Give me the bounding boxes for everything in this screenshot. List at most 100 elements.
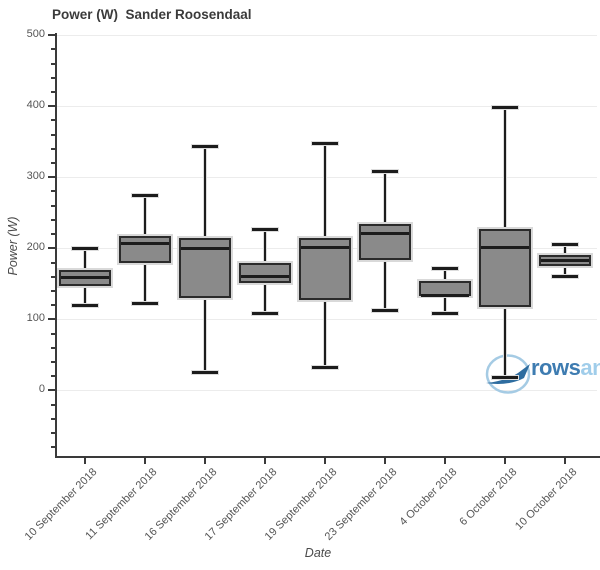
box-median-line (181, 246, 229, 250)
y-tick (48, 389, 55, 392)
box-whisker-stem (503, 306, 507, 378)
box-whisker-stem (383, 259, 387, 311)
box-whisker-cap (72, 303, 98, 307)
y-minor-tick (51, 403, 56, 406)
y-tick-label: 100 (26, 312, 45, 325)
x-tick (564, 458, 566, 464)
y-minor-tick (51, 432, 56, 435)
box-median-line (121, 241, 169, 245)
y-minor-tick (51, 162, 56, 165)
chart-title: Power (W) Sander Roosendaal (52, 7, 252, 22)
box-whisker-cap (192, 370, 218, 374)
y-tick-label: 300 (26, 170, 45, 183)
y-minor-tick (51, 346, 56, 349)
box-median-line (421, 293, 469, 297)
box-whisker-stem (383, 171, 387, 225)
y-minor-tick (51, 233, 56, 236)
box-whisker-stem (263, 283, 267, 313)
box-whisker-cap (192, 145, 218, 149)
gridline (57, 34, 597, 36)
y-tick (48, 34, 55, 37)
box-rect (239, 262, 291, 284)
gridline (57, 176, 597, 178)
y-tick-label: 200 (26, 241, 45, 254)
y-minor-tick (51, 289, 56, 292)
y-minor-tick (51, 446, 56, 449)
x-tick (384, 458, 386, 464)
y-tick-label: 0 (38, 383, 45, 396)
box-whisker-stem (443, 295, 447, 313)
y-minor-tick (51, 375, 56, 378)
box-whisker-cap (252, 227, 278, 231)
y-tick (48, 318, 55, 321)
y-tick (48, 176, 55, 179)
box-whisker-stem (143, 262, 147, 304)
y-tick (48, 105, 55, 108)
x-tick (144, 458, 146, 464)
gridline (57, 105, 597, 107)
x-tick (324, 458, 326, 464)
box-whisker-cap (372, 309, 398, 313)
y-tick-label: 500 (26, 28, 45, 41)
y-tick-label: 400 (26, 99, 45, 112)
box-whisker-stem (203, 146, 207, 238)
y-minor-tick (51, 62, 56, 65)
box-whisker-cap (312, 365, 338, 369)
box-whisker-stem (443, 268, 447, 282)
y-minor-tick (51, 332, 56, 335)
watermark-text-bold: rows (531, 355, 581, 380)
box-whisker-stem (143, 195, 147, 237)
box-rect (359, 224, 411, 260)
box-median-line (301, 246, 349, 250)
box-whisker-stem (503, 107, 507, 230)
y-minor-tick (51, 90, 56, 93)
box-whisker-cap (132, 193, 158, 197)
x-tick (84, 458, 86, 464)
box-whisker-cap (492, 376, 518, 380)
y-minor-tick (51, 133, 56, 136)
box-whisker-stem (323, 143, 327, 239)
y-minor-tick (51, 417, 56, 420)
box-whisker-cap (432, 266, 458, 270)
box-whisker-cap (372, 170, 398, 174)
x-tick-label: 10 September 2018 (22, 466, 100, 543)
box-whisker-cap (252, 311, 278, 315)
box-rect (119, 236, 171, 263)
gridline (57, 389, 597, 391)
y-minor-tick (51, 48, 56, 51)
box-whisker-cap (312, 141, 338, 145)
x-axis-line (55, 456, 600, 458)
box-median-line (541, 258, 589, 262)
watermark-logo: rowsan (484, 350, 600, 396)
x-tick (444, 458, 446, 464)
watermark-text-light: an (580, 355, 600, 380)
y-minor-tick (51, 190, 56, 193)
y-minor-tick (51, 147, 56, 150)
box-whisker-cap (552, 274, 578, 278)
y-minor-tick (51, 275, 56, 278)
box-median-line (241, 274, 289, 278)
y-minor-tick (51, 204, 56, 207)
y-minor-tick (51, 119, 56, 122)
gridline (57, 318, 597, 320)
box-median-line (361, 231, 409, 235)
box-whisker-cap (492, 106, 518, 110)
box-median-line (481, 246, 529, 250)
x-tick (264, 458, 266, 464)
y-tick (48, 247, 55, 250)
x-tick (504, 458, 506, 464)
x-tick (204, 458, 206, 464)
watermark-boat-icon (485, 354, 531, 394)
box-whisker-stem (263, 229, 267, 263)
box-whisker-stem (563, 244, 567, 256)
x-axis-title: Date (304, 546, 332, 560)
y-minor-tick (51, 218, 56, 221)
watermark-text: rowsan (531, 355, 600, 381)
y-minor-tick (51, 304, 56, 307)
box-whisker-stem (323, 300, 327, 368)
box-whisker-stem (83, 248, 87, 270)
y-minor-tick (51, 361, 56, 364)
y-axis-line (55, 33, 57, 458)
